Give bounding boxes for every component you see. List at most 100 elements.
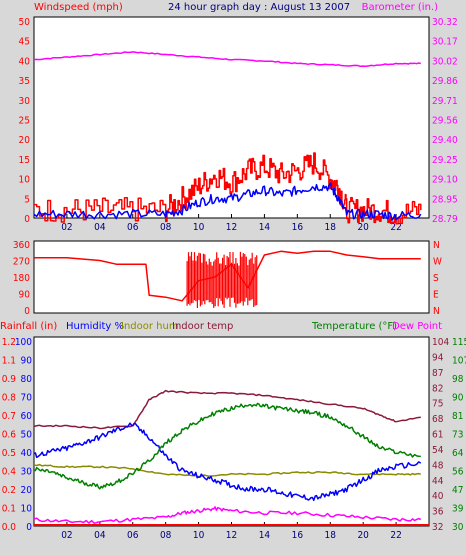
wind-avg-line [33, 182, 422, 221]
x-tick-label: 10 [193, 222, 205, 233]
temperature-tick-label: 115 [452, 337, 466, 348]
temperature-tick-label: 30 [452, 522, 464, 533]
dewpoint-tick-label: 94 [432, 352, 444, 363]
direction-tick-label: 180 [13, 273, 30, 284]
windspeed-tick-label: 20 [19, 135, 31, 146]
x-tick-label: 16 [292, 222, 304, 233]
humidity-tick-label: 80 [21, 374, 33, 385]
humidity-tick-label: 10 [21, 504, 33, 515]
humidity-tick-label: 20 [21, 485, 33, 496]
barometer-tick-label: 30.32 [432, 17, 458, 28]
x-tick-label: 06 [127, 530, 139, 541]
barometer-tick-label: 29.10 [432, 175, 458, 186]
windspeed-tick-label: 5 [24, 194, 30, 205]
temperature-legend: Temperature (°F) [311, 321, 397, 332]
x-tick-label: 04 [94, 222, 106, 233]
dewpoint-tick-label: 54 [432, 445, 444, 456]
humidity-temperature-panel: 0.0 0.1 0.2 0.4 0.5 0.6 0.7 0.8 0.9 1.1 1.2 0 10 20 30… [2, 336, 466, 541]
indoor-hum-legend: Indoor hum [121, 321, 179, 332]
windspeed-tick-label: 30 [19, 96, 31, 107]
compass-tick-label: N [433, 306, 440, 317]
temperature-line [33, 402, 421, 490]
dewpoint-tick-label: 32 [432, 522, 443, 533]
temperature-tick-label: 64 [452, 448, 464, 459]
x-tick-label: 10 [193, 530, 205, 541]
compass-tick-label: W [433, 257, 442, 268]
barometer-line [33, 51, 421, 68]
humidity-tick-label: 100 [15, 337, 32, 348]
barometer-tick-label: 29.25 [432, 155, 458, 166]
indoor-temp-line [33, 389, 421, 430]
dewpoint-tick-label: 75 [432, 399, 443, 410]
humidity-tick-label: 60 [21, 411, 33, 422]
temperature-tick-label: 98 [452, 374, 464, 385]
windspeed-barometer-panel: 0 5 10 15 20 25 30 35 40 45 50 28.79 28.95 29.10 29.25… [19, 16, 458, 233]
chart-title: 24 hour graph day : August 13 2007 [168, 2, 350, 13]
humidity-line [33, 422, 422, 502]
dewpoint-legend: Dew Point [392, 321, 442, 332]
x-tick-label: 02 [61, 530, 72, 541]
indoor-temp-legend: Indoor temp [172, 321, 233, 332]
x-tick-label: 06 [127, 222, 139, 233]
dewpoint-tick-label: 61 [432, 430, 443, 441]
temperature-tick-label: 90 [452, 393, 464, 404]
windspeed-tick-label: 0 [24, 214, 30, 225]
windspeed-tick-label: 40 [19, 56, 31, 67]
dewpoint-tick-label: 40 [432, 491, 444, 502]
humidity-tick-label: 0 [26, 522, 32, 533]
direction-tick-label: 360 [13, 240, 30, 251]
temperature-tick-label: 107 [452, 356, 466, 367]
x-tick-label: 08 [160, 530, 172, 541]
barometer-axis-label: Barometer (in.) [362, 2, 438, 13]
dewpoint-tick-label: 36 [432, 507, 444, 518]
barometer-tick-label: 29.86 [432, 76, 458, 87]
rainfall-tick-label: 0.8 [2, 393, 17, 404]
windspeed-tick-label: 45 [19, 37, 30, 48]
windspeed-axis-label: Windspeed (mph) [34, 2, 123, 13]
rainfall-legend: Rainfall (in) [0, 321, 57, 332]
rainfall-tick-label: 0.5 [2, 448, 16, 459]
humidity-tick-label: 50 [21, 430, 33, 441]
x-tick-label: 18 [325, 222, 337, 233]
compass-tick-label: S [433, 273, 439, 284]
x-tick-label: 14 [259, 530, 271, 541]
x-tick-label: 20 [357, 530, 369, 541]
x-tick-label: 18 [325, 530, 337, 541]
direction-tick-label: 0 [24, 306, 30, 317]
x-tick-label: 20 [357, 222, 369, 233]
x-tick-label: 14 [259, 222, 271, 233]
humidity-tick-label: 90 [21, 356, 33, 367]
wind-direction-swings [186, 251, 258, 308]
barometer-tick-label: 29.71 [432, 96, 458, 107]
rainfall-tick-label: 0.2 [2, 485, 16, 496]
dewpoint-tick-label: 87 [432, 368, 443, 379]
x-tick-label: 02 [61, 222, 72, 233]
rainfall-tick-label: 1.2 [2, 337, 16, 348]
barometer-tick-label: 28.79 [432, 214, 458, 225]
humidity-tick-label: 70 [21, 393, 33, 404]
rainfall-tick-label: 0.7 [2, 411, 16, 422]
barometer-tick-label: 29.56 [432, 116, 458, 127]
dewpoint-tick-label: 48 [432, 460, 444, 471]
windspeed-tick-label: 50 [19, 17, 31, 28]
rainfall-tick-label: 0.6 [2, 430, 17, 441]
dewpoint-line [33, 506, 422, 525]
direction-tick-label: 90 [19, 290, 31, 301]
x-tick-label: 22 [390, 530, 401, 541]
humidity-tick-label: 40 [21, 448, 33, 459]
x-tick-label: 12 [226, 222, 237, 233]
rainfall-tick-label: 1.1 [2, 356, 16, 367]
compass-tick-label: E [433, 290, 439, 301]
temperature-tick-label: 81 [452, 411, 463, 422]
x-tick-label: 12 [226, 530, 237, 541]
dewpoint-tick-label: 82 [432, 383, 443, 394]
windspeed-tick-label: 15 [19, 155, 30, 166]
x-tick-label: 04 [94, 530, 106, 541]
barometer-tick-label: 29.40 [432, 135, 458, 146]
windspeed-tick-label: 10 [19, 175, 31, 186]
compass-tick-label: N [433, 240, 440, 251]
barometer-tick-label: 30.02 [432, 56, 458, 67]
